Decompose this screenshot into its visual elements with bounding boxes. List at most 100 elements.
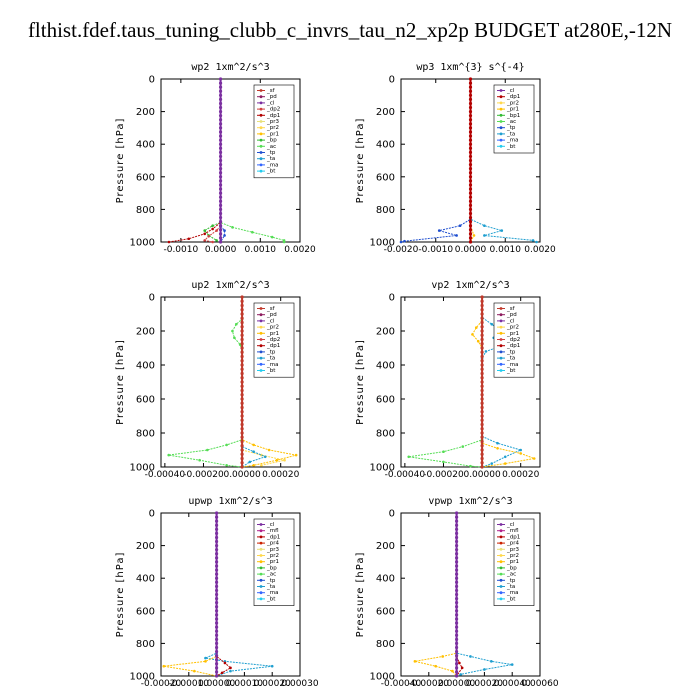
- legend-entry: _pr3: [506, 547, 520, 553]
- profile-marker: [215, 544, 219, 548]
- legend-marker: [259, 89, 263, 92]
- legend-entry: _tp: [266, 349, 276, 355]
- profile-marker: [215, 625, 219, 629]
- y-tick-label: 600: [136, 606, 155, 617]
- y-tick-label: 400: [376, 361, 395, 372]
- panel-title: up2 1xm^2/s^3: [191, 280, 269, 291]
- profile-marker: [480, 456, 484, 461]
- x-tick-label: 0.0000: [205, 245, 237, 255]
- data-point: [229, 669, 232, 673]
- profile-marker: [468, 236, 473, 240]
- profile-marker: [240, 431, 244, 435]
- data-point: [270, 664, 274, 668]
- data-point: [434, 664, 438, 668]
- profile-marker: [468, 85, 473, 89]
- y-tick-label: 200: [136, 107, 155, 118]
- legend-entry: _cl: [506, 318, 515, 324]
- profile-marker: [455, 519, 459, 523]
- legend-entry: _cl: [506, 522, 515, 528]
- profile-marker: [240, 329, 244, 333]
- legend-entry: _dp1: [266, 113, 280, 119]
- profile-marker: [480, 444, 484, 448]
- profile-marker: [480, 448, 484, 452]
- profile-marker: [240, 367, 244, 371]
- profile-marker: [218, 118, 223, 122]
- profile-marker: [218, 179, 223, 183]
- profile-marker: [215, 666, 219, 670]
- data-point: [198, 458, 201, 462]
- y-tick-label: 400: [376, 140, 395, 151]
- x-tick-label: -0.00040: [145, 470, 186, 480]
- series-line-ta: [456, 513, 513, 677]
- profile-marker: [240, 418, 244, 422]
- series-line-ta: [481, 297, 523, 468]
- data-point: [442, 450, 445, 454]
- data-point: [472, 234, 476, 237]
- profile-marker: [468, 162, 473, 167]
- profile-marker: [218, 183, 223, 187]
- profile-marker: [215, 556, 219, 560]
- profile-marker: [455, 548, 459, 552]
- y-tick-label: 0: [389, 509, 395, 520]
- data-point: [233, 336, 236, 340]
- panel-title: wp2 1xm^2/s^3: [191, 62, 269, 73]
- y-tick-label: 0: [149, 293, 155, 304]
- legend-marker: [499, 566, 503, 570]
- profile-marker: [215, 560, 219, 564]
- legend-marker: [259, 554, 263, 557]
- legend-marker: [259, 362, 263, 366]
- profile-marker: [218, 126, 223, 130]
- y-tick-label: 800: [136, 639, 155, 650]
- profile-marker: [218, 167, 223, 171]
- data-point: [206, 448, 209, 452]
- profile-marker: [455, 654, 459, 658]
- legend-marker: [259, 338, 263, 341]
- y-tick-label: 1000: [370, 672, 395, 683]
- data-point: [248, 460, 252, 464]
- y-axis-label: Pressure [hPa]: [355, 118, 366, 204]
- legend-marker: [259, 307, 263, 310]
- profile-marker: [480, 393, 484, 397]
- series-line-tp: [400, 79, 471, 243]
- profile-marker: [455, 625, 459, 629]
- panel-5: vpwp 1xm^2/s^3 Pressure [hPa] 0 200 400 600 80…: [355, 496, 559, 689]
- profile-marker: [455, 601, 459, 605]
- legend-marker: [499, 120, 503, 123]
- legend-entry: _ma: [506, 138, 518, 144]
- profile-marker: [480, 465, 484, 469]
- profile-marker: [468, 171, 473, 175]
- y-tick-label: 1000: [370, 463, 395, 474]
- legend-marker: [259, 313, 263, 317]
- x-tick-label: 0.00000: [223, 470, 260, 480]
- profile-marker: [468, 158, 473, 163]
- profile-marker: [468, 179, 473, 183]
- profile-marker: [218, 81, 223, 85]
- data-point: [503, 462, 507, 465]
- profile-marker: [455, 609, 459, 613]
- profile-marker: [218, 171, 223, 175]
- x-tick-label: -0.00010: [169, 679, 210, 689]
- y-tick-label: 400: [136, 574, 155, 585]
- data-point: [193, 669, 196, 673]
- legend-box: [253, 84, 295, 179]
- x-tick-label: -0.0010: [418, 245, 453, 255]
- data-point: [500, 229, 504, 232]
- legend-marker: [499, 535, 503, 539]
- profile-marker: [468, 89, 473, 93]
- legend-entry: _cl: [506, 88, 515, 94]
- profile-marker: [215, 592, 219, 597]
- profile-marker: [215, 572, 219, 576]
- legend-marker: [259, 151, 263, 154]
- data-point: [483, 234, 486, 237]
- data-point: [458, 661, 461, 665]
- legend-marker: [259, 319, 263, 323]
- profile-marker: [240, 461, 244, 465]
- legend-marker: [499, 572, 503, 576]
- profile-marker: [215, 609, 219, 613]
- legend-marker: [499, 95, 503, 99]
- profile-marker: [468, 211, 473, 216]
- profile-marker: [455, 560, 459, 564]
- legend-entry: _tp: [506, 578, 516, 584]
- profile-marker: [215, 641, 219, 646]
- data-point: [483, 224, 486, 227]
